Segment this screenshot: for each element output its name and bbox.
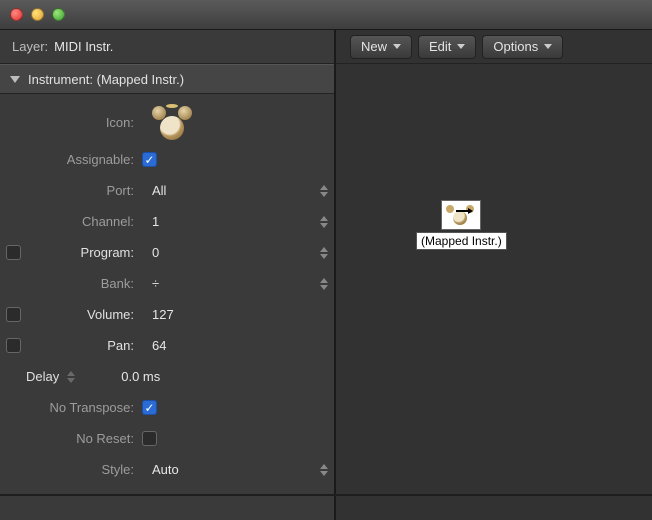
chevron-down-icon <box>457 44 465 49</box>
notranspose-checkbox[interactable] <box>142 400 157 415</box>
delay-mode-stepper[interactable] <box>67 368 81 386</box>
drum-kit-icon <box>148 104 196 140</box>
notranspose-label: No Transpose: <box>26 400 142 415</box>
port-label: Port: <box>26 183 142 198</box>
environment-canvas[interactable]: (Mapped Instr.) <box>336 64 652 520</box>
mapped-instrument-object[interactable]: (Mapped Instr.) <box>416 200 507 250</box>
delay-label: Delay <box>0 369 59 384</box>
program-value[interactable]: 0 <box>142 245 334 260</box>
parameter-rows: Icon: Assignable: Port: <box>0 94 334 520</box>
window-titlebar <box>0 0 652 30</box>
environment-panel: New Edit Options (Mapped Instr.) <box>336 30 652 520</box>
layer-bar[interactable]: Layer: MIDI Instr. <box>0 30 334 64</box>
program-enable-checkbox[interactable] <box>6 245 21 260</box>
window-close-button[interactable] <box>10 8 23 21</box>
pan-enable-checkbox[interactable] <box>6 338 21 353</box>
volume-value[interactable]: 127 <box>142 307 334 322</box>
cable-output-icon[interactable] <box>456 206 474 216</box>
inspector-panel: Layer: MIDI Instr. Instrument: (Mapped I… <box>0 30 336 520</box>
noreset-label: No Reset: <box>26 431 142 446</box>
disclosure-triangle-icon <box>10 76 20 83</box>
style-value[interactable]: Auto <box>142 462 334 477</box>
options-menu-button[interactable]: Options <box>482 35 563 59</box>
bank-value[interactable]: ÷ <box>142 276 334 291</box>
window-minimize-button[interactable] <box>31 8 44 21</box>
chevron-down-icon <box>544 44 552 49</box>
pan-value[interactable]: 64 <box>142 338 334 353</box>
edit-menu-button[interactable]: Edit <box>418 35 476 59</box>
icon-label: Icon: <box>26 115 142 130</box>
layer-value: MIDI Instr. <box>54 39 113 54</box>
channel-label: Channel: <box>26 214 142 229</box>
instrument-section-header[interactable]: Instrument: (Mapped Instr.) <box>0 64 334 94</box>
volume-label: Volume: <box>26 307 142 322</box>
object-caption[interactable]: (Mapped Instr.) <box>416 232 507 250</box>
new-menu-button[interactable]: New <box>350 35 412 59</box>
channel-stepper[interactable] <box>320 213 334 231</box>
style-label: Style: <box>26 462 142 477</box>
section-title: Instrument: (Mapped Instr.) <box>28 72 184 87</box>
port-value[interactable]: All <box>142 183 334 198</box>
chevron-down-icon <box>393 44 401 49</box>
volume-enable-checkbox[interactable] <box>6 307 21 322</box>
pan-label: Pan: <box>26 338 142 353</box>
window-zoom-button[interactable] <box>52 8 65 21</box>
channel-value[interactable]: 1 <box>142 214 334 229</box>
layer-label: Layer: <box>12 39 48 54</box>
icon-well[interactable] <box>142 104 334 140</box>
bank-stepper[interactable] <box>320 275 334 293</box>
assignable-label: Assignable: <box>26 152 142 167</box>
noreset-checkbox[interactable] <box>142 431 157 446</box>
delay-value[interactable]: 0.0 ms <box>121 369 334 384</box>
environment-toolbar: New Edit Options <box>336 30 652 64</box>
bank-label: Bank: <box>26 276 142 291</box>
program-label: Program: <box>26 245 142 260</box>
style-stepper[interactable] <box>320 461 334 479</box>
assignable-checkbox[interactable] <box>142 152 157 167</box>
program-stepper[interactable] <box>320 244 334 262</box>
port-stepper[interactable] <box>320 182 334 200</box>
